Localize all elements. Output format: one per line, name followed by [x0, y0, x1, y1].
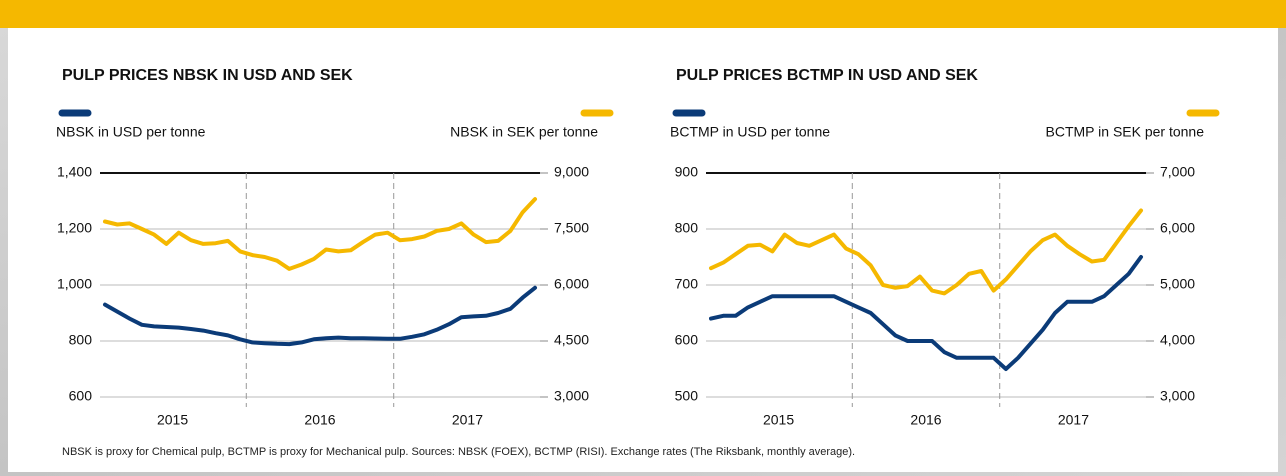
top-band — [0, 0, 1286, 28]
series-line — [103, 285, 537, 347]
x-tick-label: 2017 — [452, 412, 483, 428]
legend-label: NBSK in SEK per tonne — [450, 124, 598, 140]
x-tick-label: 2015 — [157, 412, 188, 428]
y2-tick-label: 6,000 — [1160, 220, 1195, 236]
legend-label: BCTMP in SEK per tonne — [1046, 124, 1205, 140]
legend-label: NBSK in USD per tonne — [56, 124, 206, 140]
x-tick-label: 2016 — [304, 412, 335, 428]
y2-tick-label: 9,000 — [554, 164, 589, 180]
y2-tick-label: 3,000 — [1160, 388, 1195, 404]
y-tick-label: 1,200 — [57, 220, 92, 236]
y2-tick-label: 4,000 — [1160, 332, 1195, 348]
y-tick-label: 800 — [675, 220, 699, 236]
panel — [8, 26, 1278, 472]
legend-label: BCTMP in USD per tonne — [670, 124, 830, 140]
y2-tick-label: 3,000 — [554, 388, 589, 404]
y-tick-label: 1,400 — [57, 164, 92, 180]
y-tick-label: 600 — [69, 388, 93, 404]
series-line — [709, 255, 1143, 371]
y2-tick-label: 7,500 — [554, 220, 589, 236]
y-tick-label: 600 — [675, 332, 699, 348]
chart-title: PULP PRICES NBSK IN USD AND SEK — [62, 67, 353, 84]
series-line — [103, 197, 537, 271]
y2-tick-label: 4,500 — [554, 332, 589, 348]
y2-tick-label: 7,000 — [1160, 164, 1195, 180]
x-tick-label: 2017 — [1058, 412, 1089, 428]
series-line — [709, 208, 1143, 296]
x-tick-label: 2015 — [763, 412, 794, 428]
y-tick-label: 900 — [675, 164, 699, 180]
y-tick-label: 500 — [675, 388, 699, 404]
x-tick-label: 2016 — [910, 412, 941, 428]
y2-tick-label: 5,000 — [1160, 276, 1195, 292]
y-tick-label: 1,000 — [57, 276, 92, 292]
y-tick-label: 800 — [69, 332, 93, 348]
y2-tick-label: 6,000 — [554, 276, 589, 292]
footnote: NBSK is proxy for Chemical pulp, BCTMP i… — [62, 446, 855, 458]
y-tick-label: 700 — [675, 276, 699, 292]
chart-title: PULP PRICES BCTMP IN USD AND SEK — [676, 67, 978, 84]
